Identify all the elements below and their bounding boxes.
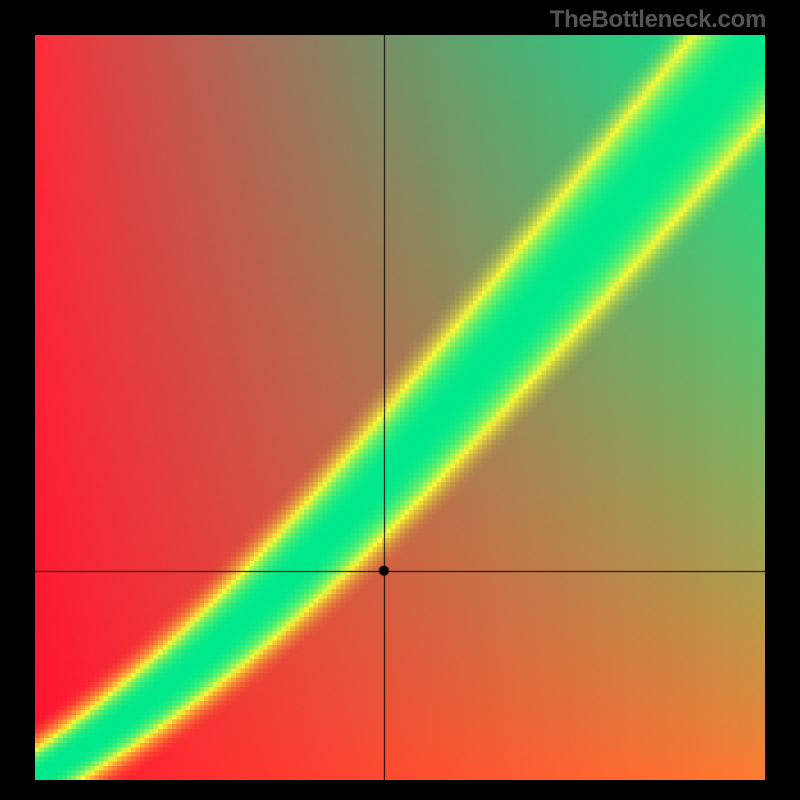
chart-container: TheBottleneck.com xyxy=(0,0,800,800)
watermark-text: TheBottleneck.com xyxy=(550,6,766,34)
bottleneck-heatmap xyxy=(35,35,765,780)
